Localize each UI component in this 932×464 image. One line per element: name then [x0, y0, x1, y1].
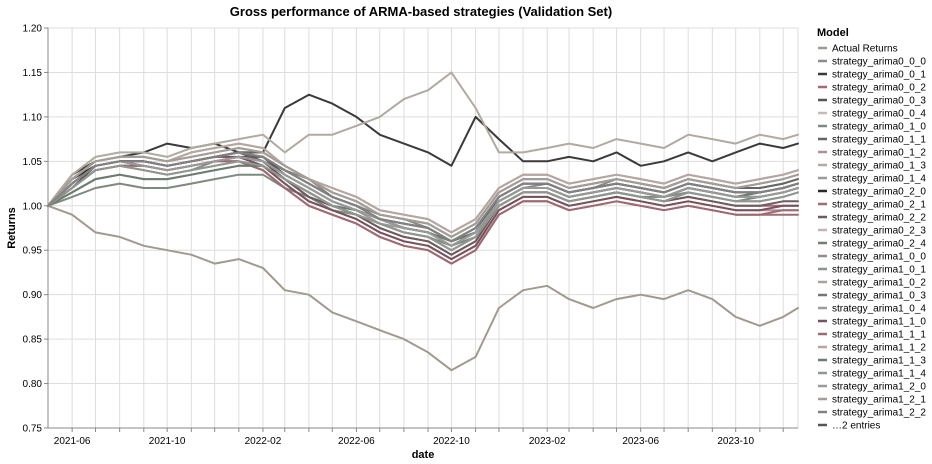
legend-more-entries: …2 entries: [832, 421, 880, 432]
legend-label: strategy_arima0_1_0: [832, 122, 926, 133]
series-line-strategy-arima1-2-1: [47, 147, 799, 238]
legend-label: strategy_arima0_2_4: [832, 239, 926, 250]
x-tick-label: 2021-06: [54, 436, 91, 447]
legend-label: strategy_arima0_1_1: [832, 135, 926, 146]
series-line-strategy-arima1-1-2: [47, 142, 799, 234]
series-line-actual-returns: [47, 204, 799, 372]
y-tick-label: 0.90: [23, 290, 43, 301]
y-tick-label: 1.00: [23, 201, 43, 212]
y-tick-label: 1.10: [23, 112, 43, 123]
legend-label: strategy_arima1_0_4: [832, 304, 926, 315]
legend-label: strategy_arima1_1_4: [832, 369, 926, 380]
legend-label: strategy_arima1_2_1: [832, 395, 926, 406]
y-axis-label: Returns: [6, 207, 18, 249]
legend-label: strategy_arima1_1_2: [832, 343, 926, 354]
legend-label: strategy_arima1_2_0: [832, 382, 926, 393]
legend-label: strategy_arima0_0_1: [832, 70, 926, 81]
legend-title: Model: [817, 27, 849, 39]
y-tick-label: 0.85: [23, 335, 43, 346]
series-line-strategy-arima0-2-4: [47, 164, 799, 243]
series-line-strategy-arima0-0-1: [47, 93, 799, 207]
axes: 0.75 0.80 0.85 0.90 0.95 1.00 1.05 1.10 1.15 1.20…: [23, 24, 798, 447]
legend-label: strategy_arima0_2_1: [832, 200, 926, 211]
series-line-strategy-arima0-2-2: [47, 151, 799, 256]
series-line-strategy-arima1-2-2: [47, 151, 799, 243]
legend: Model Actual Returns strategy_arima0_0_0s…: [817, 27, 926, 432]
series-line-strategy-arima1-1-4: [47, 160, 799, 252]
series-line-strategy-arima1-1-3: [47, 164, 799, 243]
legend-label: strategy_arima0_1_2: [832, 148, 926, 159]
x-tick-label: 2021-10: [149, 436, 186, 447]
legend-label: strategy_arima1_2_2: [832, 408, 926, 419]
legend-label: strategy_arima1_0_2: [832, 278, 926, 289]
x-tick-label: 2022-02: [245, 436, 282, 447]
chart-title: Gross performance of ARMA-based strategi…: [230, 4, 612, 19]
series-line-strategy-arima0-1-3: [47, 71, 799, 207]
legend-label: strategy_arima0_0_3: [832, 96, 926, 107]
legend-label: strategy_arima1_1_0: [832, 317, 926, 328]
legend-label: Actual Returns: [832, 44, 898, 55]
series-line-strategy-arima0-1-2: [47, 155, 799, 261]
legend-label: strategy_arima0_1_3: [832, 161, 926, 172]
series-line-strategy-arima1-1-0: [47, 155, 799, 261]
legend-label: strategy_arima1_1_3: [832, 356, 926, 367]
series-lines: [47, 71, 799, 372]
y-tick-label: 0.95: [23, 246, 43, 257]
y-tick-label: 1.20: [23, 24, 43, 35]
legend-label: strategy_arima1_0_1: [832, 265, 926, 276]
x-tick-label: 2023-06: [622, 436, 659, 447]
legend-label: strategy_arima0_0_0: [832, 57, 926, 68]
legend-label: strategy_arima0_2_0: [832, 187, 926, 198]
x-tick-label: 2023-10: [717, 436, 754, 447]
legend-label: strategy_arima0_2_2: [832, 213, 926, 224]
series-line-strategy-arima0-0-2: [47, 151, 799, 256]
y-tick-label: 0.75: [23, 424, 43, 435]
series-line-strategy-arima1-2-0: [47, 155, 799, 247]
legend-label: strategy_arima0_1_4: [832, 174, 926, 185]
legend-label: strategy_arima0_0_4: [832, 109, 926, 120]
x-tick-label: 2023-02: [529, 436, 566, 447]
y-tick-label: 0.80: [23, 379, 43, 390]
y-tick-label: 1.05: [23, 157, 43, 168]
x-tick-label: 2022-10: [433, 436, 470, 447]
x-axis-label: date: [412, 449, 435, 461]
legend-label: strategy_arima1_0_3: [832, 291, 926, 302]
legend-label: strategy_arima0_2_3: [832, 226, 926, 237]
legend-label: strategy_arima1_0_0: [832, 252, 926, 263]
x-tick-label: 2022-06: [338, 436, 375, 447]
legend-label: strategy_arima1_1_1: [832, 330, 926, 341]
y-tick-label: 1.15: [23, 68, 43, 79]
legend-label: strategy_arima0_0_2: [832, 83, 926, 94]
